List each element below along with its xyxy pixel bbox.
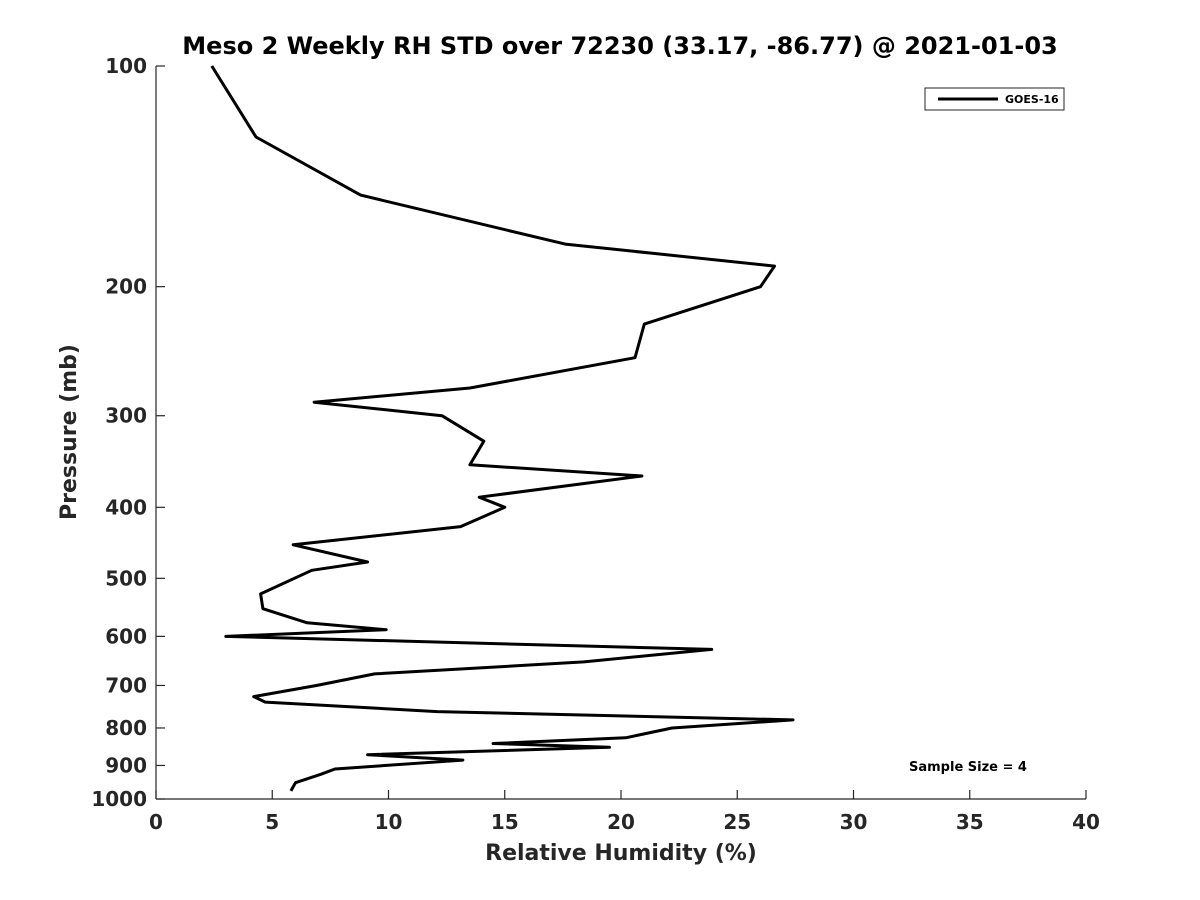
- y-tick-label: 200: [105, 275, 147, 299]
- y-tick-label: 600: [105, 624, 147, 648]
- y-tick-label: 1000: [91, 787, 147, 811]
- y-tick-label: 400: [105, 495, 147, 519]
- x-tick-label: 25: [723, 810, 751, 834]
- x-tick-label: 10: [375, 810, 403, 834]
- legend-label-goes-16: GOES-16: [1005, 93, 1059, 106]
- x-tick-label: 15: [491, 810, 519, 834]
- x-axis-label: Relative Humidity (%): [485, 841, 757, 866]
- sample-size-annotation: Sample Size = 4: [909, 760, 1027, 775]
- x-tick-label: 35: [956, 810, 984, 834]
- x-tick-label: 40: [1072, 810, 1100, 834]
- x-tick-label: 30: [840, 810, 868, 834]
- y-tick-label: 100: [105, 54, 147, 78]
- y-ticks: 100 200 300 400 500 600 700 800 900 1000: [91, 54, 165, 811]
- series-line-goes-16: [210, 65, 795, 792]
- x-tick-label: 20: [607, 810, 635, 834]
- y-tick-label: 900: [105, 753, 147, 777]
- y-tick-label: 500: [105, 566, 147, 590]
- legend: GOES-16: [924, 87, 1065, 111]
- x-tick-label: 5: [265, 810, 279, 834]
- chart-title: Meso 2 Weekly RH STD over 72230 (33.17, …: [182, 32, 1057, 60]
- series-layer: [210, 65, 795, 792]
- y-tick-label: 300: [105, 404, 147, 428]
- x-ticks: 0 5 10 15 20 25 30 35 40: [149, 790, 1100, 834]
- y-tick-label: 700: [105, 673, 147, 697]
- y-tick-label: 800: [105, 716, 147, 740]
- y-axis-label: Pressure (mb): [57, 344, 82, 520]
- x-tick-label: 0: [149, 810, 163, 834]
